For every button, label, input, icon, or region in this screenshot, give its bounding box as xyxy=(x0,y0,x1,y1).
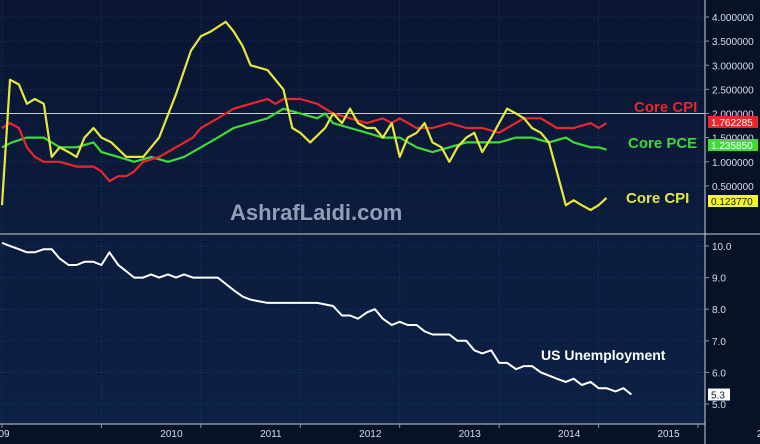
last-value-badge xyxy=(708,195,758,207)
x-tick-label: 2011 xyxy=(260,429,282,440)
y-tick-label-bottom: 5.0 xyxy=(712,400,726,411)
y-tick-label-bottom: 10.0 xyxy=(712,242,732,253)
y-tick-label-top: 3.000000 xyxy=(712,61,754,72)
last-value-badge xyxy=(708,116,758,128)
series-label: Core CPI xyxy=(634,99,697,116)
y-tick-label-bottom: 9.0 xyxy=(712,274,726,285)
x-axis-panel xyxy=(0,424,705,444)
x-tick-label: 2013 xyxy=(459,429,482,440)
last-value-badge-unemployment-text: 5.3 xyxy=(711,391,725,402)
x-tick-label: 2015 xyxy=(657,429,680,440)
last-value-badge-text: 1.762285 xyxy=(711,118,753,129)
x-tick-label: 2014 xyxy=(558,429,581,440)
y-tick-label-top: 2.000000 xyxy=(712,110,754,121)
last-value-badge-text: 1.235850 xyxy=(711,141,753,152)
y-tick-label-bottom: 8.0 xyxy=(712,305,726,316)
series-lines xyxy=(0,20,633,396)
y-tick-label-bottom: 6.0 xyxy=(712,368,726,379)
x-tick-label: 2010 xyxy=(160,429,183,440)
y-tick-label-top: 3.500000 xyxy=(712,37,754,48)
series-label: Core PCE xyxy=(628,135,697,152)
y-tick-label-top: 0.500000 xyxy=(712,182,754,193)
series-label-unemployment: US Unemployment xyxy=(541,347,666,363)
x-tick-label: 2016 xyxy=(757,429,760,440)
grid-lines xyxy=(0,0,705,424)
last-value-badge-text: 0.123770 xyxy=(711,197,753,208)
series-label: Core CPI xyxy=(626,190,689,207)
x-tick-label: 09 xyxy=(0,429,10,440)
y-tick-label-bottom: 7.0 xyxy=(712,337,726,348)
series-line-core-cpi-1 xyxy=(1,97,608,183)
series-line-core-cpi-0 xyxy=(0,20,608,212)
y-tick-label-top: 2.500000 xyxy=(712,85,754,96)
series-line-core-pce-2 xyxy=(1,107,607,163)
watermark: AshrafLaidi.com xyxy=(230,200,402,225)
series-labels: Core CPI Core CPI Core PCE US Unemployment xyxy=(541,99,697,363)
y-tick-label-top: 1.000000 xyxy=(712,158,754,169)
series-line-us-unemployment xyxy=(1,241,633,396)
x-axis-ticks: 09 2010 2011 2012 2013 2014 2015 2016 xyxy=(0,424,760,440)
y-axis-panel xyxy=(705,0,760,444)
last-value-badge-unemployment xyxy=(708,388,730,401)
y-tick-label-top: 4.000000 xyxy=(712,13,754,24)
x-tick-label: 2012 xyxy=(359,429,382,440)
last-value-badges: 0.123770 1.762285 1.235850 5.3 xyxy=(708,116,758,402)
last-value-badge xyxy=(708,139,758,151)
